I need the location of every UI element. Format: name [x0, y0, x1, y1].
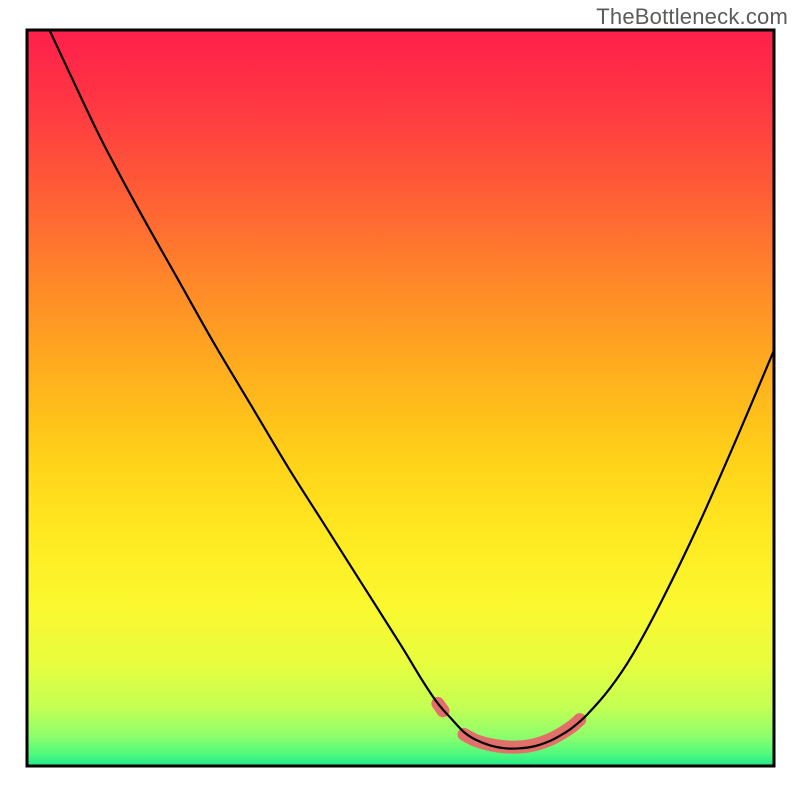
plot-svg — [0, 0, 800, 800]
plot-background — [27, 30, 774, 766]
bottleneck-chart: TheBottleneck.com — [0, 0, 800, 800]
watermark-text: TheBottleneck.com — [596, 4, 788, 30]
